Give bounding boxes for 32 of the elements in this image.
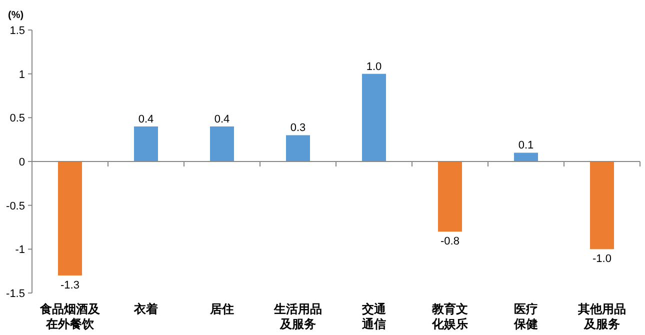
bar	[438, 162, 462, 232]
bar	[286, 135, 310, 162]
x-tick-label: 医疗保健	[513, 302, 538, 331]
bar	[210, 126, 234, 162]
x-tick-label: 衣着	[133, 302, 158, 316]
data-label: 0.1	[518, 140, 534, 152]
bar	[58, 162, 82, 276]
y-tick-label: -0.5	[6, 200, 25, 212]
y-tick-label: 1	[18, 68, 25, 81]
y-tick-label: 1.5	[10, 25, 25, 37]
data-label: 0.3	[290, 122, 306, 134]
x-tick-label: 教育文化娱乐	[431, 302, 468, 331]
bar	[362, 74, 386, 162]
data-label: -1.3	[60, 279, 80, 292]
data-label: -1.0	[592, 253, 612, 266]
data-label: 0.4	[138, 113, 154, 126]
data-label: -0.8	[440, 236, 460, 248]
y-tick-label: -1	[15, 244, 25, 256]
x-tick-label: 生活用品及服务	[273, 302, 322, 331]
y-tick-label: 0	[18, 156, 25, 168]
data-label: 1.0	[366, 60, 382, 73]
x-tick-label: 其他用品及服务	[577, 302, 626, 331]
y-tick-label: -1.5	[6, 288, 25, 300]
x-tick-label: 交通通信	[361, 302, 387, 331]
bar	[590, 162, 614, 250]
bar	[514, 152, 538, 162]
bar	[134, 126, 158, 162]
x-tick-label: 食品烟酒及在外餐饮	[39, 302, 101, 331]
x-tick-label: 居住	[209, 302, 234, 316]
data-label: 0.4	[214, 113, 230, 126]
y-axis-title: (%)	[8, 10, 24, 21]
y-tick-label: 0.5	[10, 112, 25, 125]
